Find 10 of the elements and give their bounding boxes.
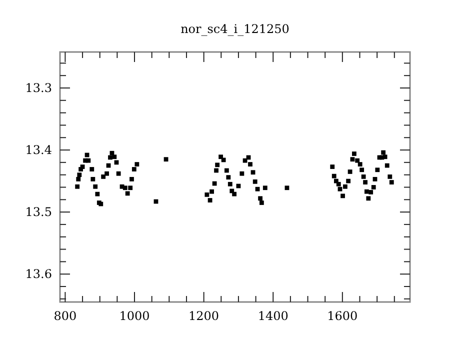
y-tick-label: 13.5	[25, 205, 52, 220]
x-tick-label: 1200	[188, 309, 220, 323]
y-tick-label: 13.6	[25, 267, 52, 282]
x-tick-label: 1000	[119, 309, 150, 323]
y-tick-label: 13.3	[25, 80, 52, 95]
x-tick-label: 1400	[258, 309, 288, 323]
x-tick-label: 800	[54, 309, 77, 323]
chart-title: nor_sc4_i_121250	[180, 22, 290, 36]
x-tick-label: 1600	[327, 309, 358, 323]
y-tick-label: 13.4	[25, 143, 52, 158]
